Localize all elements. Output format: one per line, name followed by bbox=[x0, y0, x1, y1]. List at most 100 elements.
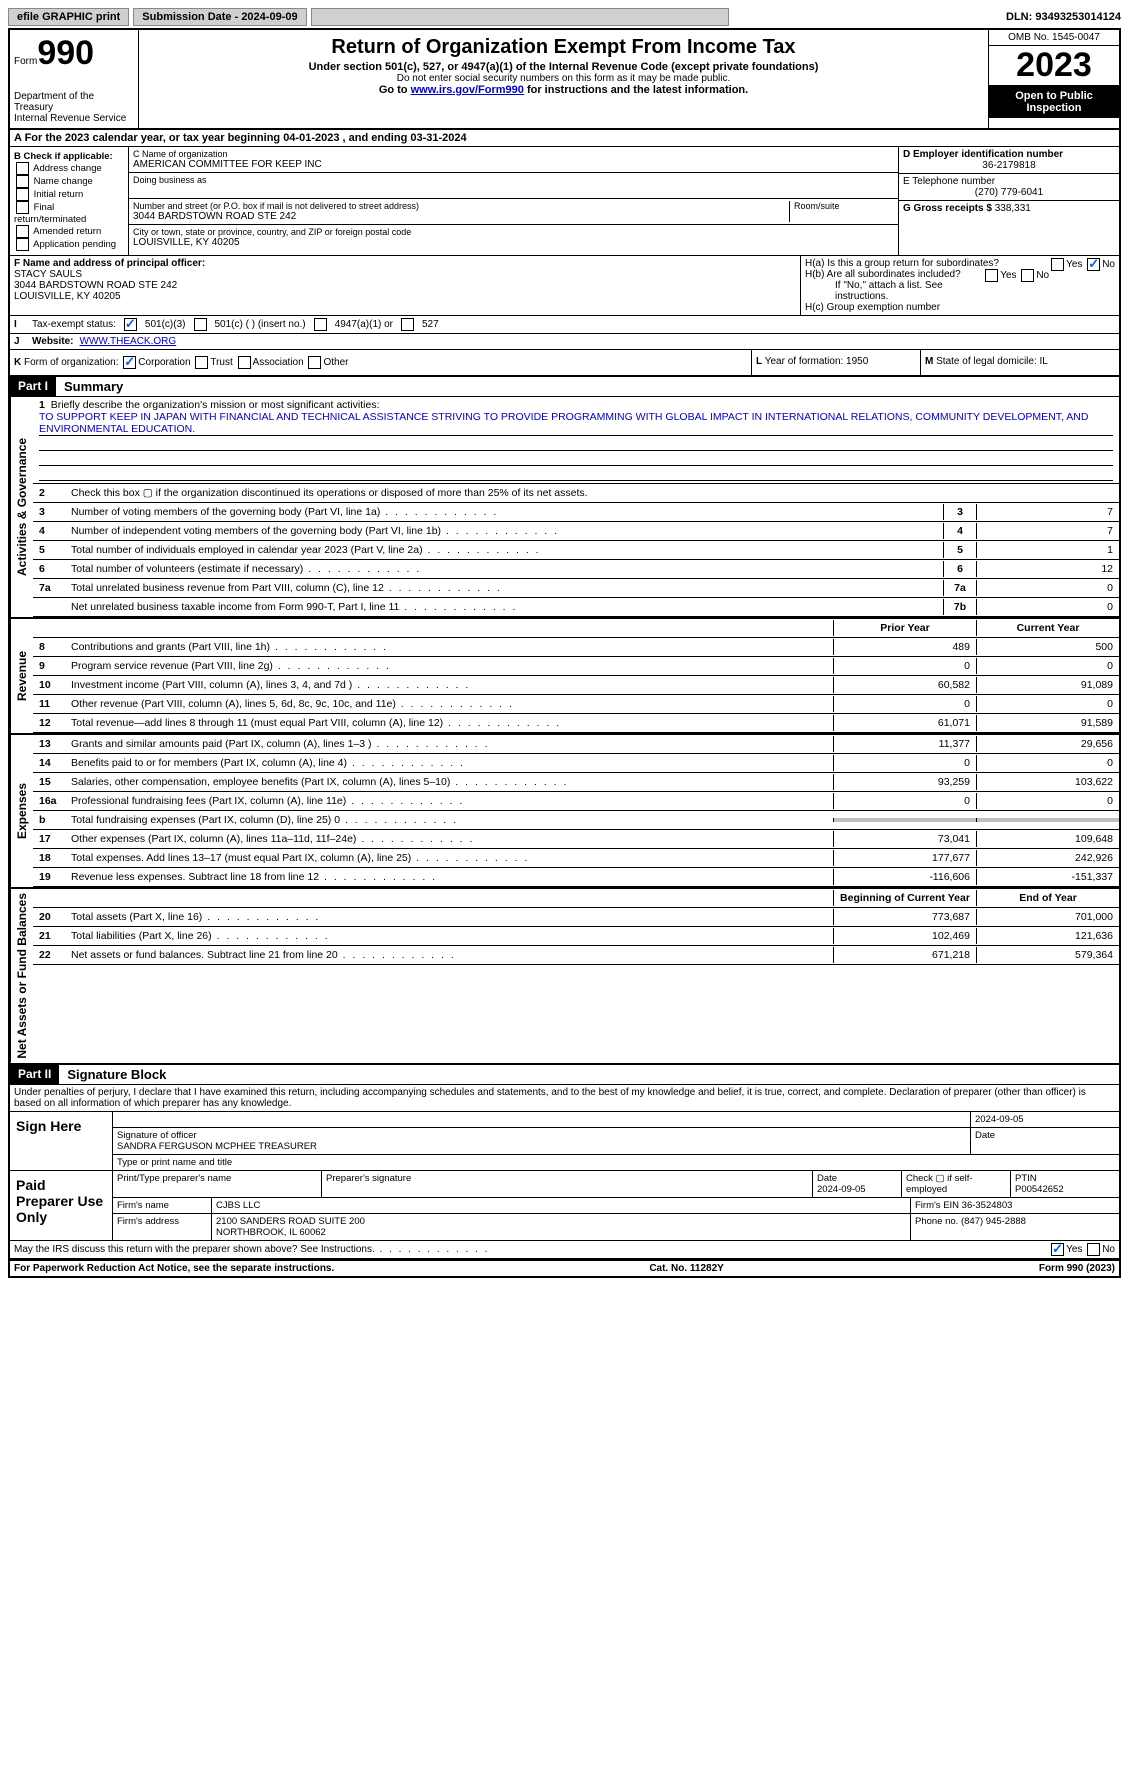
data-line: 20Total assets (Part X, line 16)773,6877… bbox=[33, 908, 1119, 927]
row-i: I Tax-exempt status: 501(c)(3) 501(c) ( … bbox=[10, 316, 1119, 334]
header-right: OMB No. 1545-0047 2023 Open to Public In… bbox=[988, 30, 1119, 128]
box-h: H(a) Is this a group return for subordin… bbox=[800, 256, 1119, 315]
check-pending[interactable]: Application pending bbox=[14, 238, 124, 251]
row-fh: F Name and address of principal officer:… bbox=[10, 256, 1119, 316]
vert-expenses: Expenses bbox=[10, 735, 33, 887]
discuss-yes[interactable] bbox=[1051, 1243, 1064, 1256]
firm-name: CJBS LLC bbox=[212, 1198, 911, 1213]
netassets-section: Net Assets or Fund Balances Beginning of… bbox=[10, 889, 1119, 1065]
subtitle-2: Do not enter social security numbers on … bbox=[143, 73, 984, 84]
data-line: bTotal fundraising expenses (Part IX, co… bbox=[33, 811, 1119, 830]
footer-center: Cat. No. 11282Y bbox=[649, 1263, 723, 1274]
check-amended[interactable]: Amended return bbox=[14, 225, 124, 238]
data-line: 11Other revenue (Part VIII, column (A), … bbox=[33, 695, 1119, 714]
subtitle-1: Under section 501(c), 527, or 4947(a)(1)… bbox=[143, 61, 984, 73]
governance-section: Activities & Governance 1 Briefly descri… bbox=[10, 397, 1119, 619]
gov-line: Net unrelated business taxable income fr… bbox=[33, 598, 1119, 617]
top-bar: efile GRAPHIC print Submission Date - 20… bbox=[8, 8, 1121, 26]
footer-left: For Paperwork Reduction Act Notice, see … bbox=[14, 1263, 334, 1274]
row-l: L Year of formation: 1950 bbox=[751, 350, 920, 375]
part1-title: Summary bbox=[56, 377, 131, 396]
dept-text: Department of the Treasury bbox=[14, 91, 134, 113]
declaration-text: Under penalties of perjury, I declare th… bbox=[10, 1085, 1119, 1111]
org-name: AMERICAN COMMITTEE FOR KEEP INC bbox=[133, 159, 894, 170]
data-line: 12Total revenue—add lines 8 through 11 (… bbox=[33, 714, 1119, 733]
part2-header-row: Part II Signature Block bbox=[10, 1065, 1119, 1085]
row-klm: K Form of organization: Corporation Trus… bbox=[10, 350, 1119, 377]
box-b: B Check if applicable: Address change Na… bbox=[10, 147, 129, 255]
mission-box: 1 Briefly describe the organization's mi… bbox=[33, 397, 1119, 483]
header-center: Return of Organization Exempt From Incom… bbox=[139, 30, 988, 128]
firm-ein: 36-3524803 bbox=[962, 1200, 1013, 1211]
row-k: K Form of organization: Corporation Trus… bbox=[10, 350, 751, 375]
vert-revenue: Revenue bbox=[10, 619, 33, 733]
discuss-row: May the IRS discuss this return with the… bbox=[10, 1240, 1119, 1260]
check-address[interactable]: Address change bbox=[14, 162, 124, 175]
gov-line: 6Total number of volunteers (estimate if… bbox=[33, 560, 1119, 579]
org-street: 3044 BARDSTOWN ROAD STE 242 bbox=[133, 211, 785, 222]
part2-title: Signature Block bbox=[59, 1065, 174, 1084]
gov-line: 5Total number of individuals employed in… bbox=[33, 541, 1119, 560]
form-container: Form 990 Department of the Treasury Inte… bbox=[8, 28, 1121, 1278]
dln-text: DLN: 93493253014124 bbox=[1006, 11, 1121, 23]
ptin-value: P00542652 bbox=[1015, 1184, 1064, 1195]
firm-phone: (847) 945-2888 bbox=[961, 1216, 1026, 1227]
submission-button[interactable]: Submission Date - 2024-09-09 bbox=[133, 8, 306, 26]
data-line: 9Program service revenue (Part VIII, lin… bbox=[33, 657, 1119, 676]
vert-governance: Activities & Governance bbox=[10, 397, 33, 617]
rev-header: Prior Year Current Year bbox=[33, 619, 1119, 638]
phone: (270) 779-6041 bbox=[903, 187, 1115, 198]
sign-here-row: Sign Here 2024-09-05 Signature of office… bbox=[10, 1111, 1119, 1170]
data-line: 16aProfessional fundraising fees (Part I… bbox=[33, 792, 1119, 811]
omb-number: OMB No. 1545-0047 bbox=[989, 30, 1119, 46]
part1-header-row: Part I Summary bbox=[10, 377, 1119, 397]
data-line: 22Net assets or fund balances. Subtract … bbox=[33, 946, 1119, 965]
irs-link[interactable]: www.irs.gov/Form990 bbox=[411, 84, 524, 96]
efile-button[interactable]: efile GRAPHIC print bbox=[8, 8, 129, 26]
net-header: Beginning of Current Year End of Year bbox=[33, 889, 1119, 908]
page-footer: For Paperwork Reduction Act Notice, see … bbox=[10, 1260, 1119, 1276]
gov-line: 7aTotal unrelated business revenue from … bbox=[33, 579, 1119, 598]
part2-badge: Part II bbox=[10, 1065, 59, 1084]
website-link[interactable]: WWW.THEACK.ORG bbox=[80, 336, 177, 347]
gov-line: 3Number of voting members of the governi… bbox=[33, 503, 1119, 522]
expense-section: Expenses 13Grants and similar amounts pa… bbox=[10, 735, 1119, 889]
revenue-section: Revenue Prior Year Current Year 8Contrib… bbox=[10, 619, 1119, 735]
tax-year: 2023 bbox=[989, 46, 1119, 86]
footer-right: Form 990 (2023) bbox=[1039, 1263, 1115, 1274]
row-a-tax-year: A For the 2023 calendar year, or tax yea… bbox=[10, 130, 1119, 147]
blank-button bbox=[311, 8, 729, 26]
form-header: Form 990 Department of the Treasury Inte… bbox=[10, 30, 1119, 130]
data-line: 10Investment income (Part VIII, column (… bbox=[33, 676, 1119, 695]
discuss-no[interactable] bbox=[1087, 1243, 1100, 1256]
vert-netassets: Net Assets or Fund Balances bbox=[10, 889, 33, 1063]
info-grid: B Check if applicable: Address change Na… bbox=[10, 147, 1119, 256]
data-line: 8Contributions and grants (Part VIII, li… bbox=[33, 638, 1119, 657]
paid-preparer-row: Paid Preparer Use Only Print/Type prepar… bbox=[10, 1170, 1119, 1240]
row-m: M State of legal domicile: IL bbox=[920, 350, 1119, 375]
subtitle-3: Go to www.irs.gov/Form990 for instructio… bbox=[143, 84, 984, 96]
open-inspection: Open to Public Inspection bbox=[989, 86, 1119, 118]
check-final[interactable]: Final return/terminated bbox=[14, 201, 124, 225]
form-label-small: Form bbox=[14, 56, 37, 67]
box-c: C Name of organization AMERICAN COMMITTE… bbox=[129, 147, 898, 255]
header-left: Form 990 Department of the Treasury Inte… bbox=[10, 30, 139, 128]
box-f: F Name and address of principal officer:… bbox=[10, 256, 800, 315]
officer-name: SANDRA FERGUSON MCPHEE TREASURER bbox=[117, 1141, 317, 1152]
check-initial[interactable]: Initial return bbox=[14, 188, 124, 201]
data-line: 15Salaries, other compensation, employee… bbox=[33, 773, 1119, 792]
data-line: 18Total expenses. Add lines 13–17 (must … bbox=[33, 849, 1119, 868]
form-990-number: 990 bbox=[37, 34, 94, 73]
data-line: 14Benefits paid to or for members (Part … bbox=[33, 754, 1119, 773]
mission-text: TO SUPPORT KEEP IN JAPAN WITH FINANCIAL … bbox=[39, 411, 1113, 436]
part1-badge: Part I bbox=[10, 377, 56, 396]
check-name[interactable]: Name change bbox=[14, 175, 124, 188]
right-info: D Employer identification number 36-2179… bbox=[898, 147, 1119, 255]
form-title: Return of Organization Exempt From Incom… bbox=[143, 36, 984, 59]
check-corp[interactable] bbox=[123, 356, 136, 369]
check-501c3[interactable] bbox=[124, 318, 137, 331]
row-j: J Website: WWW.THEACK.ORG bbox=[10, 334, 1119, 350]
sign-here-label: Sign Here bbox=[10, 1112, 113, 1170]
data-line: 19Revenue less expenses. Subtract line 1… bbox=[33, 868, 1119, 887]
gov-line: 4Number of independent voting members of… bbox=[33, 522, 1119, 541]
